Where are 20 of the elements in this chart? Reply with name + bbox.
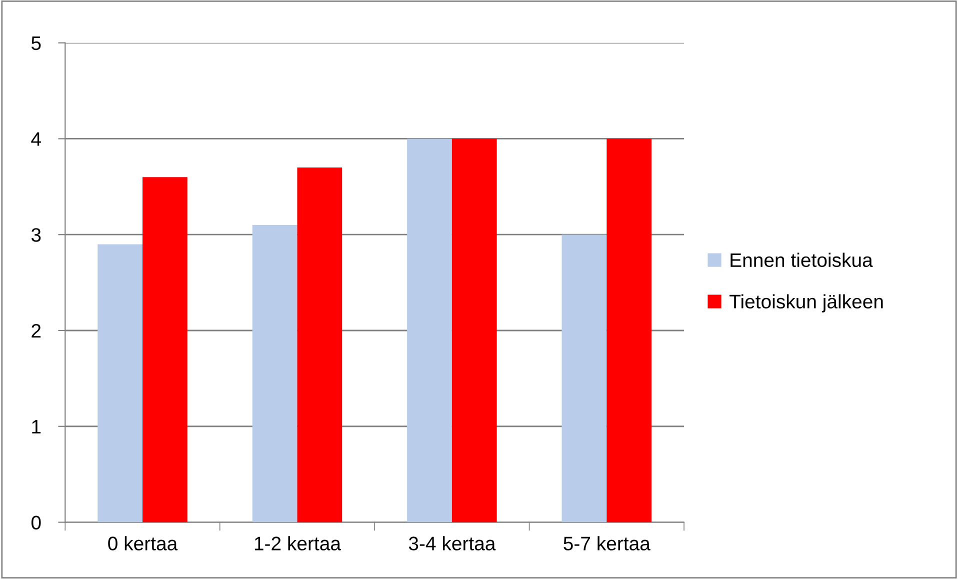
bar xyxy=(252,225,298,522)
legend-label: Tietoiskun jälkeen xyxy=(730,294,883,312)
bar xyxy=(407,138,452,522)
bar xyxy=(98,244,142,522)
x-tick-label: 5-7 kertaa xyxy=(564,536,650,550)
bar xyxy=(562,234,607,522)
bar xyxy=(142,177,188,522)
bar xyxy=(297,167,342,522)
x-tick-label: 1-2 kertaa xyxy=(254,536,341,550)
y-tick-label: 1 xyxy=(32,420,41,434)
bar xyxy=(452,138,497,522)
y-tick-label: 2 xyxy=(32,324,41,338)
y-tick-label: 3 xyxy=(31,228,41,242)
bar xyxy=(606,138,652,522)
y-tick-label: 5 xyxy=(32,36,41,50)
y-tick-label: 0 xyxy=(31,516,41,530)
legend-label: Ennen tietoiskua xyxy=(730,252,873,268)
x-tick-label: 3-4 kertaa xyxy=(408,536,496,550)
x-tick-label: 0 kertaa xyxy=(108,536,178,550)
y-tick-label: 4 xyxy=(31,132,41,146)
